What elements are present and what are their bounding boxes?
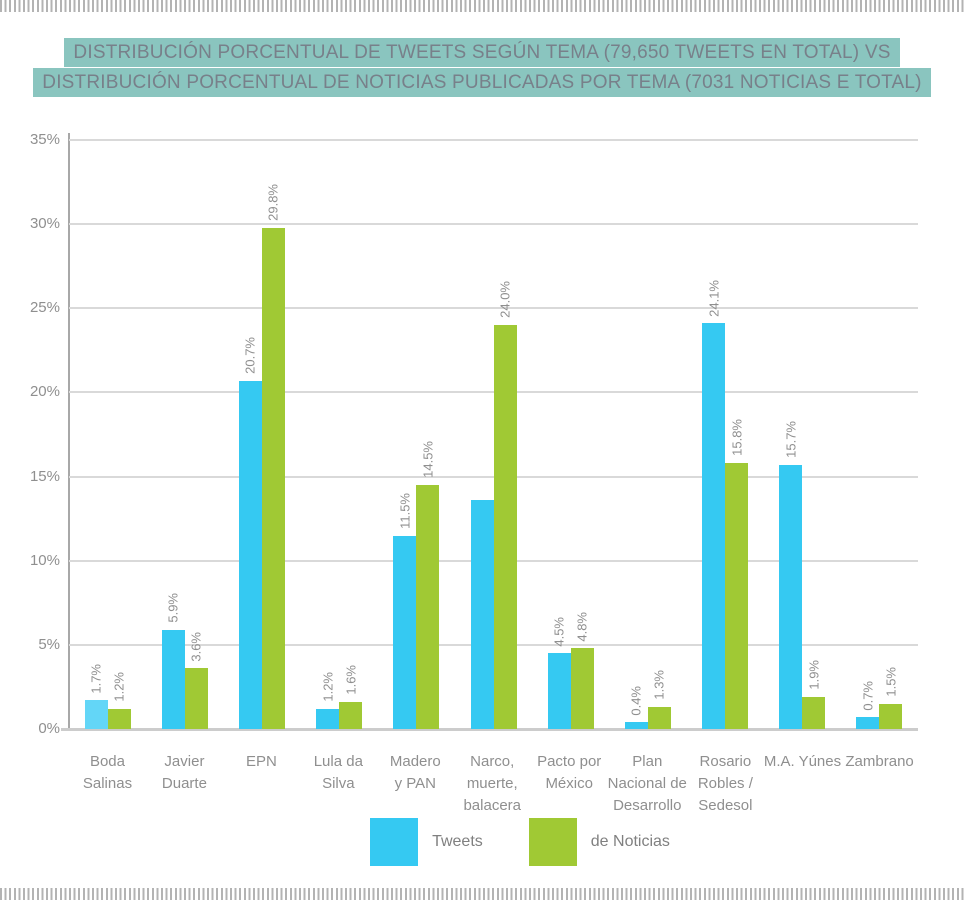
bar-value-label: 14.5% <box>420 441 436 478</box>
bar-noticias: 1.9% <box>802 660 826 729</box>
category-label: Lula da Silva <box>313 753 363 792</box>
bar-value-label: 1.7% <box>88 663 104 694</box>
bar-tweets: 1.7% <box>84 664 108 729</box>
bar-tweets: 0.4% <box>624 686 648 729</box>
legend-label: Tweets <box>432 833 483 850</box>
bar-value-label: 29.8% <box>265 183 281 221</box>
bar-group: 0.7% 1.5% <box>841 667 918 729</box>
category-label: Narco, muerte, balacera <box>463 753 522 814</box>
bar-value-label: 3.6% <box>188 631 204 662</box>
bar-value-label: 15.8% <box>729 419 745 457</box>
bar-tweets: 0.7% <box>856 681 880 729</box>
bar-noticias: 1.3% <box>647 670 671 729</box>
category-label: EPN <box>245 753 277 770</box>
bar-value-label: 4.5% <box>551 616 567 647</box>
bar-value-label: 24.1% <box>706 279 722 317</box>
category-label: M.A. Yúnes <box>763 753 842 770</box>
chart-title-line-2: DISTRIBUCIÓN PORCENTUAL DE NOTICIAS PUBL… <box>33 67 931 97</box>
bar-group: 11.5% 14.5% <box>378 441 455 729</box>
category-label: Rosario Robles / Sedesol <box>697 753 753 814</box>
bar-value-label: 15.7% <box>783 420 799 458</box>
legend-swatch <box>528 818 577 866</box>
legend-item: Tweets <box>370 818 483 866</box>
category-label: Zambrano <box>845 753 914 770</box>
category-label: Javier Duarte <box>161 753 207 792</box>
bar-value-label: 11.5% <box>397 492 413 529</box>
x-axis-baseline <box>61 728 918 731</box>
bar-group: 15.7% 1.9% <box>764 421 841 729</box>
legend-item: de Noticias <box>528 818 670 866</box>
y-tick-label: 35% <box>29 131 60 148</box>
bar-value-label: 1.5% <box>883 667 899 697</box>
category-label: Plan Nacional de Desarrollo <box>607 753 687 814</box>
bar-noticias: 4.8% <box>570 612 594 729</box>
chart-title: DISTRIBUCIÓN PORCENTUAL DE TWEETS SEGÚN … <box>0 37 964 97</box>
bar-group: 1.7% 1.2% <box>69 664 146 729</box>
gridline <box>69 391 918 394</box>
y-tick-label: 0% <box>38 720 60 737</box>
y-tick-label: 5% <box>38 635 60 653</box>
bar-tweets: 20.7% <box>238 337 262 729</box>
bar-noticias: 15.8% <box>725 419 749 729</box>
bar-value-label: 1.3% <box>651 670 667 701</box>
bar-noticias: 1.2% <box>107 672 131 729</box>
x-axis-labels: Boda Salinas Javier Duarte EPN Lula da Silva Ma… <box>69 751 918 817</box>
bar-value-label: 1.9% <box>806 660 822 690</box>
bar-value-label: 5.9% <box>165 593 181 623</box>
bar-value-label: 1.6% <box>343 665 359 696</box>
bar-tweets: 11.5% <box>393 493 417 729</box>
bar-group: 1.2% 1.6% <box>301 665 378 729</box>
category-label: Boda Salinas <box>82 753 133 792</box>
gridline <box>69 475 918 478</box>
gridline <box>69 307 918 310</box>
bottom-tick-border <box>0 888 964 900</box>
bar-noticias: 29.8% <box>261 184 285 729</box>
bar-group: 24.1% 15.8% <box>687 280 764 729</box>
bar-value-label: 0.4% <box>628 685 644 716</box>
gridline <box>69 139 918 141</box>
y-tick-label: 10% <box>29 551 60 569</box>
bar-tweets: 4.5% <box>547 617 571 729</box>
bar-noticias: 3.6% <box>184 632 208 729</box>
bar-noticias: 1.6% <box>339 665 363 729</box>
bar-value-label: 4.8% <box>574 611 590 642</box>
bar-noticias: 24.0% <box>493 281 517 729</box>
y-tick-label: 15% <box>29 467 60 485</box>
category-label: Madero y PAN <box>389 753 441 792</box>
top-tick-border <box>0 0 964 12</box>
chart-title-line-1: DISTRIBUCIÓN PORCENTUAL DE TWEETS SEGÚN … <box>64 37 900 67</box>
bar-group: 4.5% 4.8% <box>532 612 609 729</box>
legend-swatch <box>370 818 419 866</box>
bar-tweets: 1.2% <box>316 672 340 729</box>
bar-value-label: 20.7% <box>242 336 258 374</box>
gridline <box>69 223 918 226</box>
bar-noticias: 1.5% <box>879 667 903 729</box>
bar-value-label: 24.0% <box>497 281 513 319</box>
y-tick-label: 30% <box>29 215 60 233</box>
bar-tweets: 24.1% <box>702 280 726 729</box>
chart-legend: Tweets de Noticias <box>0 818 964 866</box>
category-label: Pacto por México <box>537 753 602 792</box>
bar-noticias: 14.5% <box>416 441 440 729</box>
bar-groups: 1.7% 1.2% 5.9% 3.6% 20.7% 29.8% 1.2% 1.6% 11.5% 1… <box>69 140 918 729</box>
bar-group: 20.7% 29.8% <box>223 184 300 729</box>
y-axis-line <box>68 133 70 729</box>
legend-label: de Noticias <box>590 833 670 850</box>
bar-tweets <box>470 500 494 729</box>
y-tick-label: 20% <box>29 383 60 401</box>
bar-group: 5.9% 3.6% <box>146 593 223 729</box>
bar-group: 0.4% 1.3% <box>609 670 686 729</box>
y-tick-label: 25% <box>29 299 60 317</box>
bar-value-label: 1.2% <box>320 672 336 702</box>
bar-tweets: 15.7% <box>779 421 803 729</box>
bar-group: 24.0% <box>455 281 532 729</box>
bar-tweets: 5.9% <box>161 593 185 729</box>
bar-value-label: 1.2% <box>111 672 127 702</box>
bar-value-label: 0.7% <box>860 680 876 711</box>
